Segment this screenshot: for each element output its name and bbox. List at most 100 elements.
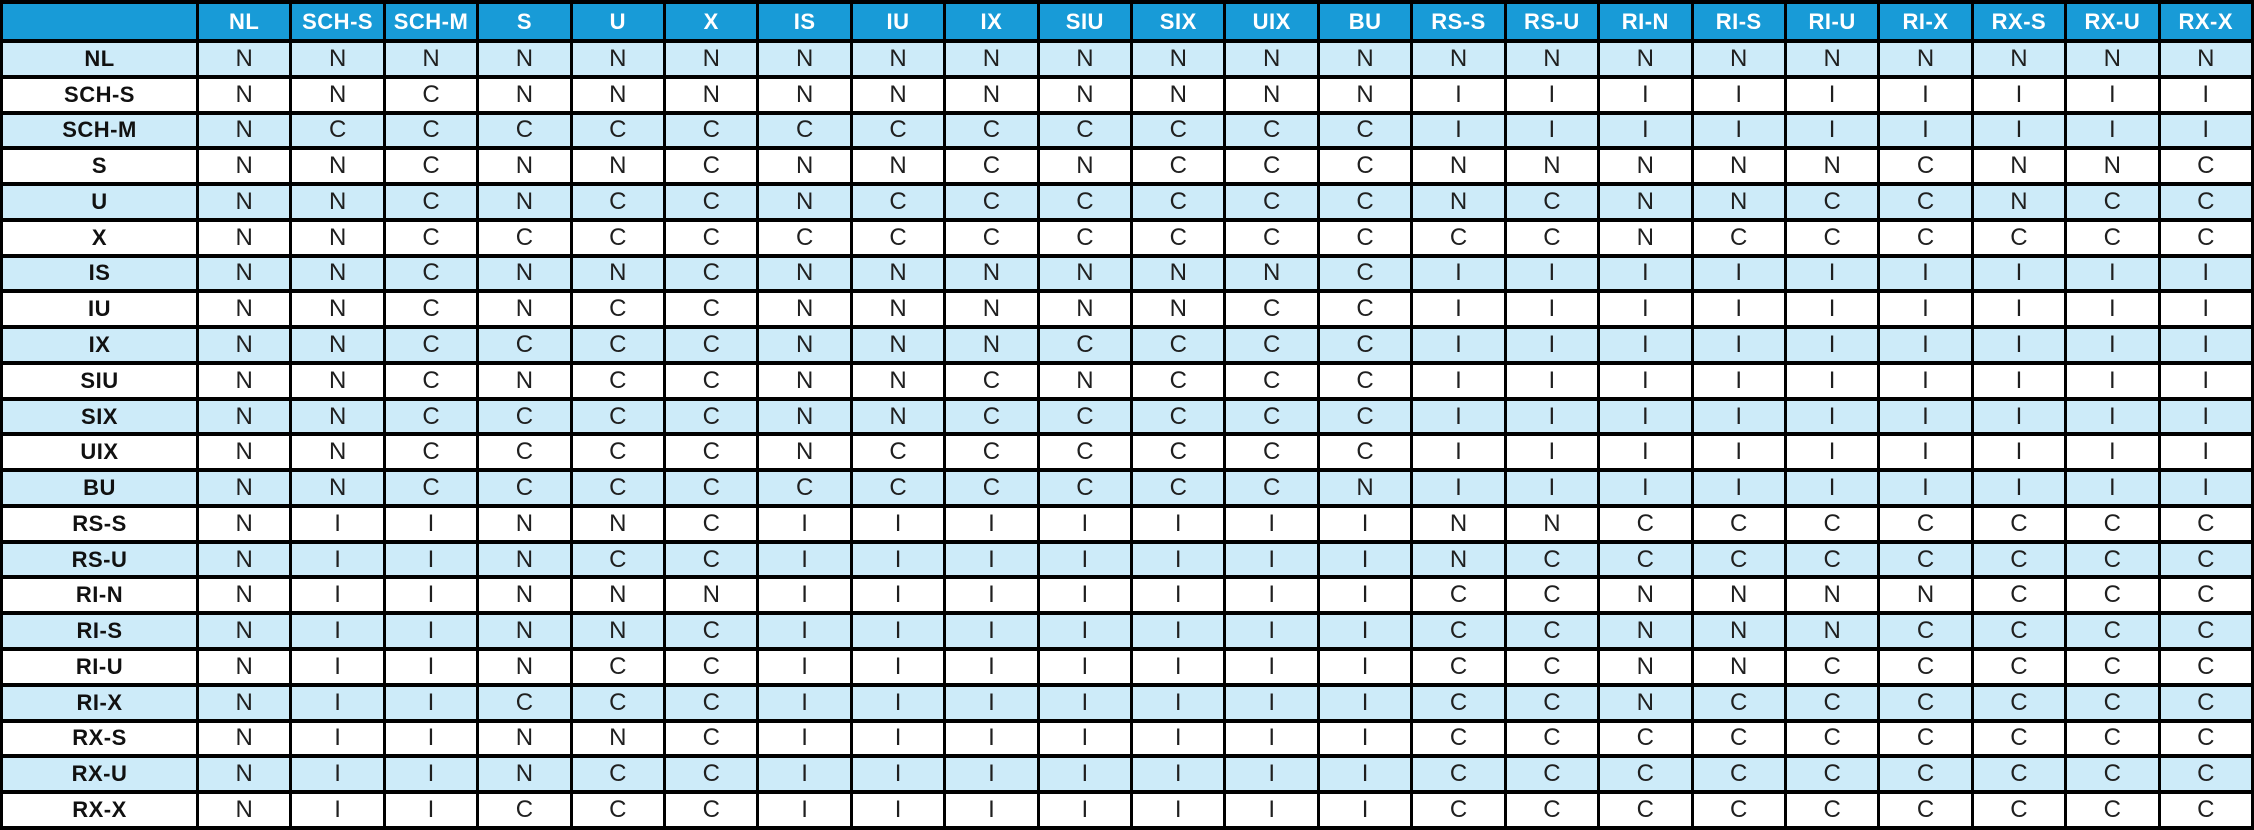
matrix-cell: N [1597,39,1694,79]
matrix-cell: C [1877,182,1974,222]
matrix-cell: I [289,790,386,830]
matrix-cell: I [849,754,947,795]
row-header: RX-U [0,754,199,795]
matrix-cell: C [1690,682,1787,723]
column-header: RS-S [1410,0,1507,43]
matrix-cell: C [476,396,573,437]
matrix-cell: I [756,647,853,687]
matrix-cell: N [1597,682,1694,723]
matrix-cell: C [382,289,480,330]
matrix-cell: C [569,110,667,151]
matrix-cell: C [1783,647,1881,687]
matrix-cell: N [1783,611,1881,652]
matrix-cell: N [289,39,386,79]
matrix-cell: N [195,503,293,544]
matrix-cell: C [2157,718,2254,759]
matrix-cell: N [195,360,293,401]
matrix-cell: C [849,468,947,508]
matrix-cell: I [1130,575,1227,616]
matrix-cell: N [1690,647,1787,687]
matrix-cell: N [1783,146,1881,187]
matrix-cell: C [1970,790,2068,830]
column-header: RI-X [1877,0,1974,43]
matrix-cell: C [1410,790,1507,830]
matrix-cell: I [943,539,1040,580]
matrix-cell: N [2064,39,2161,79]
matrix-cell: I [1503,110,1601,151]
matrix-cell: N [2064,146,2161,187]
column-header: NL [195,0,293,43]
matrix-cell: N [1970,39,2068,79]
matrix-cell: C [2064,575,2161,616]
matrix-cell: I [1036,718,1134,759]
matrix-cell: I [849,647,947,687]
matrix-cell: I [1503,468,1601,508]
matrix-cell: N [476,718,573,759]
matrix-cell: C [1130,217,1227,258]
matrix-cell: N [1410,39,1507,79]
matrix-cell: I [2064,110,2161,151]
matrix-cell: I [1036,611,1134,652]
matrix-cell: N [943,39,1040,79]
table-row: RX-S N I I N N C I I I I I I I C C C C C C C C C [0,718,2254,759]
matrix-cell: C [1597,539,1694,580]
matrix-cell: I [289,754,386,795]
matrix-cell: I [1036,539,1134,580]
matrix-cell: N [849,253,947,294]
matrix-cell: C [1690,539,1787,580]
matrix-cell: I [2157,432,2254,473]
matrix-cell: N [1223,74,1320,115]
matrix-cell: I [849,539,947,580]
matrix-cell: C [1223,325,1320,365]
column-header: RX-S [1970,0,2068,43]
matrix-cell: C [1877,217,1974,258]
matrix-cell: I [849,718,947,759]
matrix-cell: C [663,217,760,258]
matrix-cell: N [195,182,293,222]
matrix-cell: N [1877,39,1974,79]
matrix-cell: C [2157,790,2254,830]
matrix-cell: C [1223,110,1320,151]
matrix-cell: I [1410,110,1507,151]
matrix-cell: C [1783,718,1881,759]
matrix-cell: I [382,575,480,616]
matrix-cell: C [1783,754,1881,795]
matrix-cell: N [756,432,853,473]
matrix-cell: C [1970,611,2068,652]
matrix-cell: I [1130,647,1227,687]
matrix-cell: N [569,611,667,652]
matrix-cell: C [2157,682,2254,723]
matrix-cell: I [2157,253,2254,294]
matrix-cell: I [1130,754,1227,795]
matrix-cell: I [756,575,853,616]
matrix-cell: N [289,289,386,330]
matrix-cell: N [943,74,1040,115]
matrix-cell: C [756,110,853,151]
matrix-cell: N [1783,39,1881,79]
row-header: UIX [0,432,199,473]
matrix-cell: I [2157,110,2254,151]
matrix-cell: I [1597,253,1694,294]
matrix-cell: I [1130,503,1227,544]
matrix-cell: I [1503,432,1601,473]
matrix-cell: C [663,396,760,437]
matrix-cell: C [2064,790,2161,830]
matrix-cell: N [756,74,853,115]
matrix-cell: N [849,39,947,79]
matrix-cell: I [2064,468,2161,508]
matrix-cell: I [382,647,480,687]
matrix-cell: C [1690,754,1787,795]
matrix-cell: I [1783,360,1881,401]
matrix-cell: I [1690,468,1787,508]
matrix-cell: C [943,182,1040,222]
matrix-cell: C [1036,217,1134,258]
matrix-cell: I [849,575,947,616]
matrix-cell: N [1223,39,1320,79]
row-header: RI-S [0,611,199,652]
matrix-cell: N [1597,647,1694,687]
matrix-cell: N [756,253,853,294]
matrix-body: NL N N N N N N N N N N N N N N N N N N N N N N SCH-S N N C N N N N N N N N… [0,39,2254,830]
